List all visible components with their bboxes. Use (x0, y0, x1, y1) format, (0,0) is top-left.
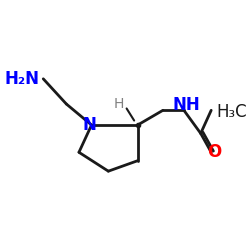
Text: H₂N: H₂N (4, 70, 39, 88)
Text: O: O (207, 143, 222, 161)
Text: H₃C: H₃C (216, 104, 247, 122)
Text: H: H (114, 97, 124, 111)
Text: N: N (82, 116, 96, 134)
Text: NH: NH (172, 96, 200, 114)
